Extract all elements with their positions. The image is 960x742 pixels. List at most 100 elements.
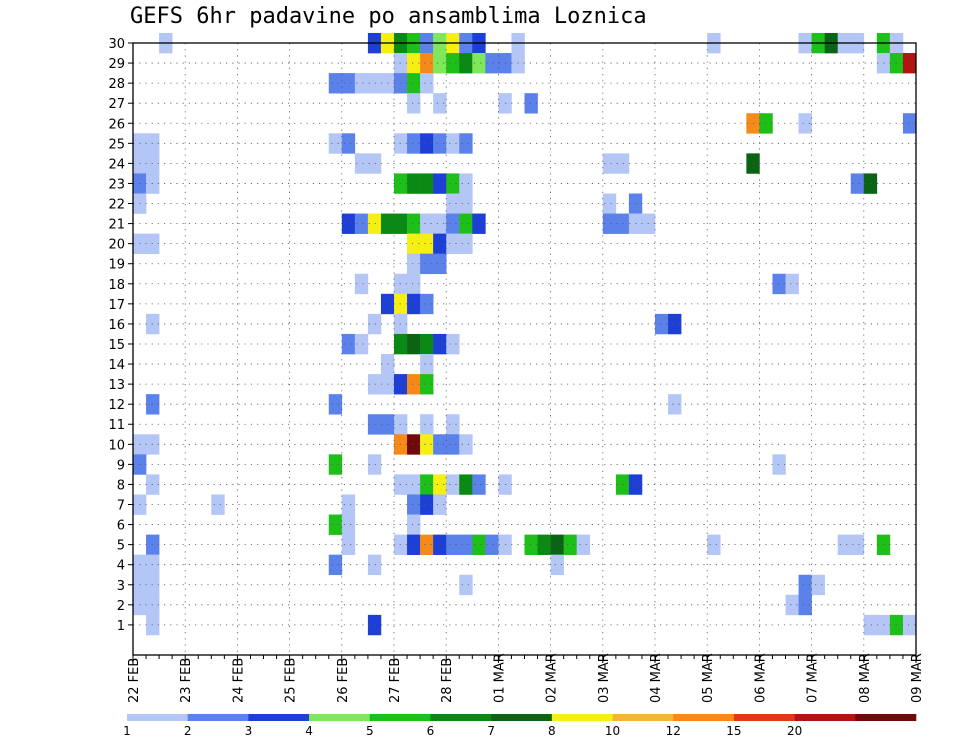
heatmap-cell xyxy=(459,53,473,74)
y-tick-label: 3 xyxy=(117,579,125,594)
heatmap-cell xyxy=(420,213,434,234)
heatmap-cell xyxy=(433,474,447,495)
heatmap-cell xyxy=(446,333,460,355)
y-tick-label: 22 xyxy=(108,198,125,213)
x-tick-label: 22 FEB xyxy=(127,658,142,703)
heatmap-cell xyxy=(615,213,630,234)
y-tick-label: 16 xyxy=(108,318,125,333)
y-tick-label: 15 xyxy=(108,338,125,353)
heatmap-cell xyxy=(407,233,421,254)
x-tick-label: 25 FEB xyxy=(284,658,299,703)
heatmap-cell xyxy=(433,93,447,114)
heatmap-cell xyxy=(485,53,499,74)
heatmap-cell xyxy=(668,394,682,415)
y-tick-label: 2 xyxy=(117,599,125,614)
legend-color-swatch xyxy=(551,714,613,721)
y-tick-label: 25 xyxy=(108,137,125,152)
heatmap-cell xyxy=(459,574,473,596)
heatmap-cell xyxy=(328,514,343,535)
heatmap-cell xyxy=(420,133,434,154)
heatmap-cell xyxy=(524,93,538,114)
heatmap-cell xyxy=(328,454,343,475)
heatmap-cell xyxy=(602,213,617,234)
heatmap-cell xyxy=(615,474,630,495)
heatmap-cell xyxy=(433,173,447,194)
x-tick-label: 08 MAR xyxy=(858,653,873,703)
y-tick-label: 8 xyxy=(117,478,125,493)
heatmap-cell xyxy=(446,233,460,254)
heatmap-cell xyxy=(407,474,421,495)
heatmap-cell xyxy=(785,594,799,616)
heatmap-cell xyxy=(407,93,421,114)
heatmap-cell xyxy=(837,534,852,555)
heatmap-cell xyxy=(446,474,460,495)
heatmap-cell xyxy=(446,193,460,214)
legend-color-swatch xyxy=(187,714,249,721)
y-tick-label: 7 xyxy=(117,499,125,514)
heatmap-cell xyxy=(537,534,551,555)
heatmap-cell xyxy=(459,534,473,555)
y-tick-label: 19 xyxy=(108,258,125,273)
heatmap-cell xyxy=(367,153,382,174)
x-tick-label: 03 MAR xyxy=(597,653,612,703)
heatmap-cell xyxy=(420,73,434,94)
x-tick-label: 04 MAR xyxy=(649,653,664,703)
x-tick-label: 23 FEB xyxy=(179,658,194,703)
y-tick-label: 27 xyxy=(108,97,125,112)
heatmap-cell xyxy=(407,293,421,315)
legend-label: 7 xyxy=(487,724,495,738)
heatmap-cell xyxy=(367,554,382,576)
legend-color-swatch xyxy=(309,714,371,721)
heatmap-cell xyxy=(367,374,382,395)
y-tick-label: 23 xyxy=(108,177,125,192)
heatmap-cell xyxy=(772,273,786,295)
heatmap-cell xyxy=(328,554,343,576)
heatmap-cell xyxy=(407,434,421,455)
heatmap-cell xyxy=(459,233,473,254)
x-tick-label: 27 FEB xyxy=(388,658,403,703)
heatmap-cell xyxy=(563,534,577,555)
legend-label: 3 xyxy=(245,724,253,738)
heatmap-cell xyxy=(407,53,421,74)
heatmap-cell xyxy=(420,354,434,375)
y-tick-label: 5 xyxy=(117,539,125,554)
heatmap-cell xyxy=(407,374,421,395)
heatmap-cell xyxy=(459,193,473,214)
heatmap-cell xyxy=(407,253,421,275)
heatmap-cell xyxy=(341,133,356,154)
heatmap-cell xyxy=(785,273,799,295)
heatmap-cell xyxy=(354,333,369,355)
heatmap-cell xyxy=(850,534,865,555)
heatmap-cell xyxy=(902,53,917,74)
heatmap-cell xyxy=(407,333,421,355)
heatmap-cell xyxy=(772,454,786,475)
y-tick-label: 11 xyxy=(108,418,125,433)
y-tick-label: 21 xyxy=(108,218,125,233)
heatmap-cell xyxy=(354,73,369,94)
legend-label: 8 xyxy=(548,724,556,738)
heatmap-cell xyxy=(798,113,812,134)
heatmap-cell xyxy=(420,173,434,194)
legend-color-swatch xyxy=(430,714,492,721)
x-tick-label: 26 FEB xyxy=(336,658,351,703)
legend-label: 15 xyxy=(726,724,741,738)
heatmap-cell xyxy=(354,213,369,234)
chart-title: GEFS 6hr padavine po ansamblima Loznica xyxy=(130,4,647,29)
heatmap-cell xyxy=(485,534,499,555)
x-tick-label: 28 FEB xyxy=(440,658,455,703)
heatmap-cell xyxy=(433,213,447,234)
y-tick-label: 4 xyxy=(117,559,125,574)
heatmap-cell xyxy=(433,333,447,355)
legend-label: 1 xyxy=(123,724,131,738)
y-tick-label: 24 xyxy=(108,157,125,172)
heatmap-cell xyxy=(576,534,591,555)
heatmap-cell xyxy=(420,474,434,495)
heatmap-cell xyxy=(341,534,356,555)
y-tick-label: 12 xyxy=(108,398,125,413)
y-tick-label: 18 xyxy=(108,278,125,293)
heatmap-cell xyxy=(446,534,460,555)
legend-color-swatch xyxy=(369,714,431,721)
heatmap-cell xyxy=(602,153,617,174)
heatmap-cell xyxy=(341,333,356,355)
